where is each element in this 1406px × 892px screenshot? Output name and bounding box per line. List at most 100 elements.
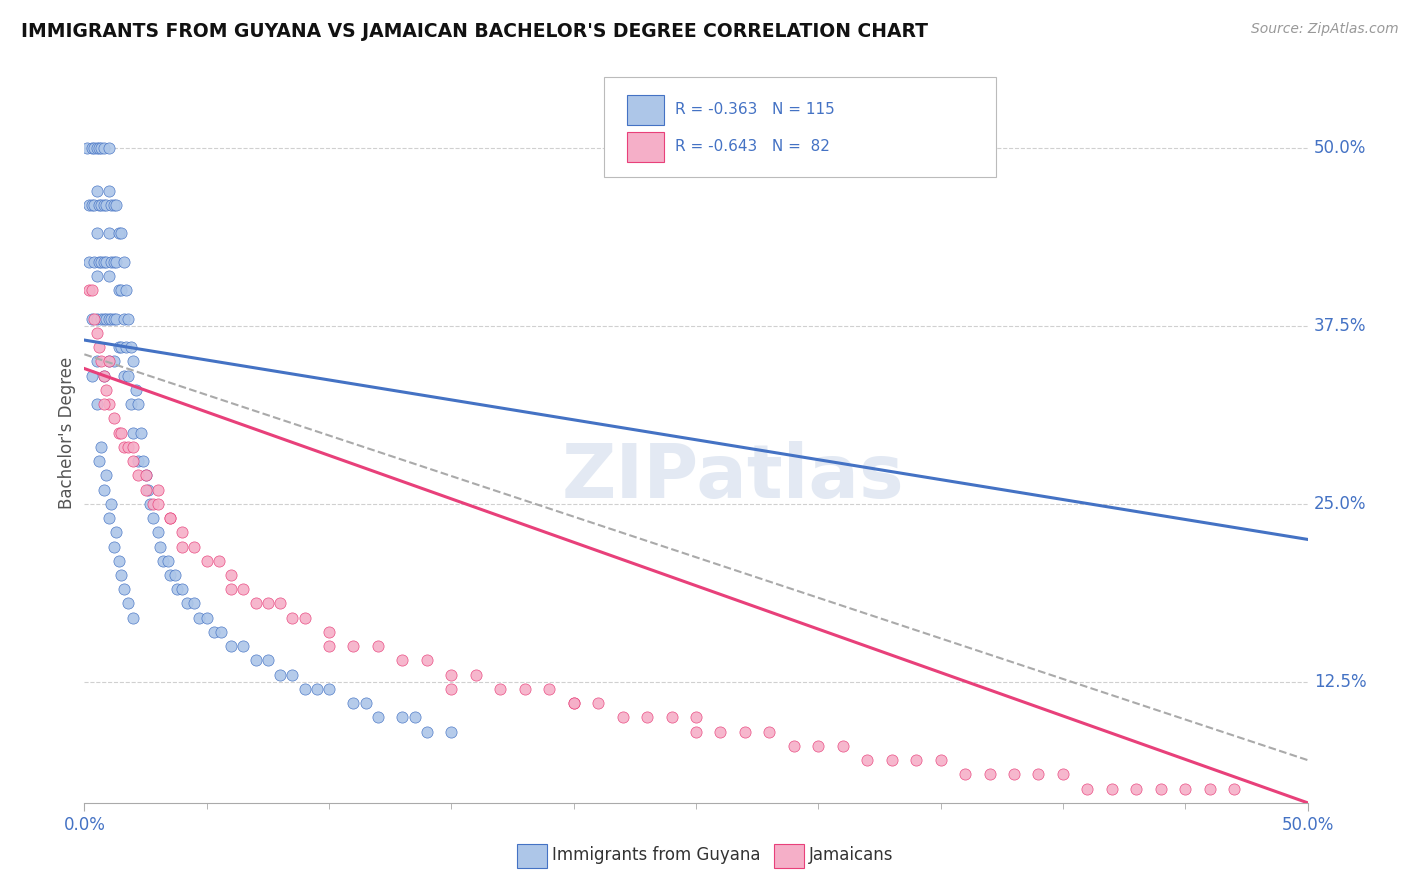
Point xyxy=(831,739,853,753)
Point xyxy=(100,198,122,212)
Point xyxy=(93,254,115,268)
Point xyxy=(87,340,110,354)
FancyBboxPatch shape xyxy=(605,78,995,178)
Point xyxy=(86,141,108,155)
Point xyxy=(734,724,756,739)
Point xyxy=(93,368,115,383)
Point xyxy=(1150,781,1173,796)
Point xyxy=(305,681,328,696)
Point xyxy=(142,511,165,525)
Point xyxy=(86,397,108,411)
Point xyxy=(416,724,439,739)
Point xyxy=(146,497,169,511)
Point xyxy=(80,311,103,326)
Point xyxy=(195,554,218,568)
Point xyxy=(135,468,157,483)
Point xyxy=(122,440,145,454)
Point xyxy=(127,468,149,483)
Point xyxy=(110,283,132,297)
Point xyxy=(127,454,149,468)
Point xyxy=(135,483,157,497)
Point xyxy=(80,141,103,155)
Point xyxy=(159,568,181,582)
Point xyxy=(93,483,115,497)
Point xyxy=(107,227,129,241)
Point xyxy=(163,568,186,582)
Point xyxy=(110,340,132,354)
Point xyxy=(77,198,100,212)
Point xyxy=(188,610,211,624)
Point xyxy=(208,554,231,568)
Point xyxy=(96,468,118,483)
Point xyxy=(127,397,149,411)
Point xyxy=(1052,767,1074,781)
Text: 12.5%: 12.5% xyxy=(1313,673,1367,690)
Point xyxy=(96,383,118,397)
Text: R = -0.643   N =  82: R = -0.643 N = 82 xyxy=(675,138,830,153)
Point xyxy=(100,254,122,268)
Point xyxy=(905,753,928,767)
Point xyxy=(117,368,139,383)
Point xyxy=(142,497,165,511)
Point xyxy=(112,311,135,326)
Point xyxy=(257,597,280,611)
Point xyxy=(115,283,138,297)
Point xyxy=(93,368,115,383)
Point xyxy=(90,354,112,368)
Point xyxy=(90,311,112,326)
Point xyxy=(636,710,658,724)
Point xyxy=(219,582,242,597)
Point xyxy=(120,397,142,411)
Point xyxy=(103,540,125,554)
Text: Immigrants from Guyana: Immigrants from Guyana xyxy=(551,847,761,864)
Point xyxy=(86,326,108,340)
Point xyxy=(97,311,120,326)
Point xyxy=(953,767,976,781)
Point xyxy=(135,468,157,483)
Text: 25.0%: 25.0% xyxy=(1313,495,1367,513)
Point xyxy=(685,710,707,724)
Point xyxy=(117,597,139,611)
Point xyxy=(105,198,128,212)
Point xyxy=(172,582,194,597)
Point xyxy=(86,268,108,283)
Point xyxy=(122,610,145,624)
Point xyxy=(129,425,152,440)
Point xyxy=(281,667,304,681)
Point xyxy=(103,254,125,268)
Point xyxy=(1223,781,1246,796)
Point xyxy=(783,739,806,753)
Point xyxy=(1198,781,1220,796)
Point xyxy=(464,667,486,681)
Point xyxy=(110,425,132,440)
Point xyxy=(219,568,242,582)
Point xyxy=(117,311,139,326)
Point xyxy=(979,767,1001,781)
Point xyxy=(391,710,413,724)
Point xyxy=(83,141,105,155)
Point xyxy=(685,724,707,739)
Point xyxy=(166,582,188,597)
Point xyxy=(96,311,118,326)
Point xyxy=(367,710,389,724)
Point xyxy=(661,710,683,724)
Text: IMMIGRANTS FROM GUYANA VS JAMAICAN BACHELOR'S DEGREE CORRELATION CHART: IMMIGRANTS FROM GUYANA VS JAMAICAN BACHE… xyxy=(21,22,928,41)
Point xyxy=(103,411,125,425)
Point xyxy=(1101,781,1123,796)
Point xyxy=(97,397,120,411)
Point xyxy=(489,681,512,696)
Point xyxy=(1174,781,1197,796)
Point xyxy=(96,254,118,268)
Point xyxy=(112,582,135,597)
Point xyxy=(107,425,129,440)
Point xyxy=(183,540,205,554)
Point xyxy=(87,254,110,268)
Point xyxy=(176,597,198,611)
Point xyxy=(103,198,125,212)
Point xyxy=(90,198,112,212)
Point xyxy=(83,311,105,326)
Point xyxy=(1028,767,1050,781)
Point xyxy=(103,311,125,326)
Point xyxy=(125,383,148,397)
Point xyxy=(416,653,439,667)
